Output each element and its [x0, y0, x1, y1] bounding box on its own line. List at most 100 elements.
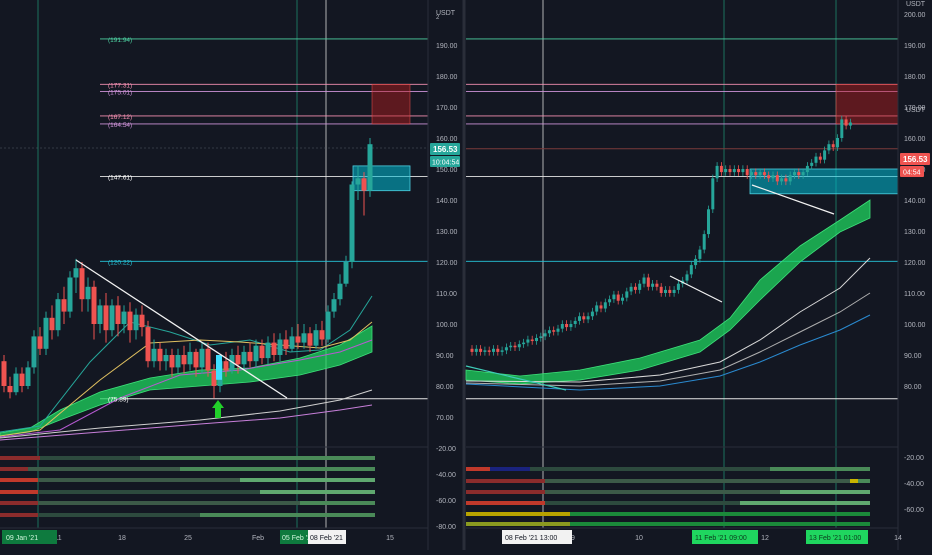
right-supply-zone[interactable]: [835, 84, 899, 125]
left-level-label: (164.54): [108, 122, 132, 129]
left-candle-body: [145, 327, 151, 362]
right-candle-body: [470, 348, 474, 352]
right-candle-body: [500, 350, 504, 352]
right-candle-body: [664, 289, 667, 293]
right-candle-body: [818, 156, 822, 160]
left-ma-violet: [0, 339, 373, 438]
left-chart[interactable]: USDT 2 190.00 180.00 170.00 160.00 150.00 140…: [0, 0, 460, 550]
left-osc-bar: [0, 490, 38, 494]
right-trendline-1[interactable]: [669, 275, 723, 303]
left-candle-body: [199, 348, 205, 368]
right-candle-body: [513, 345, 517, 348]
right-candle-body: [633, 286, 637, 290]
right-osc-bar: [490, 467, 530, 471]
right-candle-body: [487, 350, 491, 352]
right-osc-bar: [466, 501, 545, 505]
right-time-highlight-c-label: 13 Feb '21 01:00: [809, 535, 861, 542]
right-candle-body: [672, 289, 676, 293]
right-candle-body: [788, 175, 792, 182]
left-time-highlight-a-label: 05 Feb '21: [282, 535, 315, 542]
right-time-highlight-a-label: 08 Feb '21 13:00: [505, 535, 557, 542]
right-candle-body: [603, 302, 607, 309]
left-candle-body: [343, 262, 349, 284]
right-candle-body: [775, 175, 779, 182]
left-time-tick: 15: [386, 535, 394, 542]
right-candle-body: [612, 294, 616, 300]
left-price-axis[interactable]: USDT 2 190.00 180.00 170.00 160.00 150.00 140…: [427, 0, 458, 550]
left-price-tick: 140.00: [436, 198, 458, 205]
right-candle-body: [762, 172, 766, 176]
right-currency-label-top: USDT: [906, 1, 926, 8]
right-price-tick: 160.00: [904, 136, 926, 143]
left-candle-body: [31, 336, 37, 368]
left-ema-ribbon: [0, 325, 373, 437]
left-candle-body: [331, 299, 337, 312]
left-time-axis[interactable]: 6111825Feb15 09 Jan '21 05 Feb '21 08 Fe…: [0, 527, 428, 544]
right-candle-body: [573, 320, 577, 324]
right-countdown: 04:54: [903, 170, 921, 177]
left-time-tick: Feb: [252, 535, 264, 542]
right-candle-body: [848, 122, 852, 126]
left-candle-body: [355, 178, 361, 185]
right-time-axis[interactable]: 891011121314 08 Feb '21 13:00 11 Feb '21…: [466, 527, 902, 544]
right-price-axis[interactable]: USDT USDT 200.00 190.00 180.00 170.00 160.00…: [897, 0, 926, 550]
left-time-highlight-c: [2, 530, 57, 544]
left-price-tick: 180.00: [436, 74, 458, 81]
right-osc-bar: [466, 467, 490, 471]
left-candle-body: [43, 317, 49, 349]
right-candle-body: [827, 144, 831, 151]
right-candle-body: [655, 283, 659, 287]
right-trendline-teal[interactable]: [465, 365, 567, 391]
left-candle-body: [337, 283, 343, 300]
right-candle-body: [771, 175, 775, 179]
left-level-label: (167.12): [108, 114, 132, 121]
right-osc-bar: [466, 479, 545, 483]
right-price-tick: 100.00: [904, 322, 926, 329]
left-osc-bar: [0, 513, 38, 517]
right-candle-body: [844, 119, 848, 126]
left-price-tick: 110.00: [436, 291, 457, 298]
left-candle-body: [283, 339, 289, 349]
right-candle-body: [767, 175, 771, 179]
right-candle-body: [689, 265, 693, 275]
left-candle-body: [193, 351, 199, 368]
right-candle-body: [642, 277, 646, 284]
right-candle-body: [556, 328, 560, 332]
left-price-tick: 170.00: [436, 105, 458, 112]
left-candle-body: [223, 361, 229, 371]
right-candle-body: [784, 178, 788, 182]
right-candle-body: [638, 283, 642, 290]
left-candle-body: [163, 355, 169, 362]
left-price-tick: 100.00: [436, 322, 458, 329]
right-price-tick: 80.00: [904, 384, 922, 391]
left-trendline[interactable]: [75, 259, 288, 399]
right-candle-body: [509, 345, 513, 348]
right-candle-body: [724, 169, 728, 173]
left-candle-body: [37, 336, 43, 349]
left-candle-body: [151, 348, 157, 362]
left-osc-bar: [38, 513, 200, 517]
left-candle-body: [313, 330, 319, 346]
right-trendline-2[interactable]: [751, 184, 835, 215]
right-candle-body: [702, 234, 706, 250]
left-candle-body: [85, 286, 91, 300]
right-demand-zone[interactable]: [749, 168, 899, 195]
right-candle-body: [732, 169, 736, 173]
right-candle-body: [517, 344, 521, 348]
right-candle-body: [840, 119, 844, 138]
right-candle-body: [745, 169, 749, 176]
left-candle-body: [79, 268, 85, 300]
left-candle-body: [49, 317, 55, 331]
right-candle-body: [474, 348, 478, 352]
left-level-label: (191.94): [108, 37, 132, 44]
right-osc-bar: [780, 490, 870, 494]
left-time-highlight-b-label: 08 Feb '21: [310, 535, 343, 542]
left-price-tick: 130.00: [436, 229, 458, 236]
left-price-tick: 160.00: [436, 136, 458, 143]
right-chart[interactable]: USDT USDT 200.00 190.00 180.00 170.00 160.00…: [465, 0, 930, 550]
left-osc-bar: [0, 456, 40, 460]
right-osc-bar: [858, 479, 870, 483]
left-supply-zone[interactable]: [371, 84, 411, 125]
